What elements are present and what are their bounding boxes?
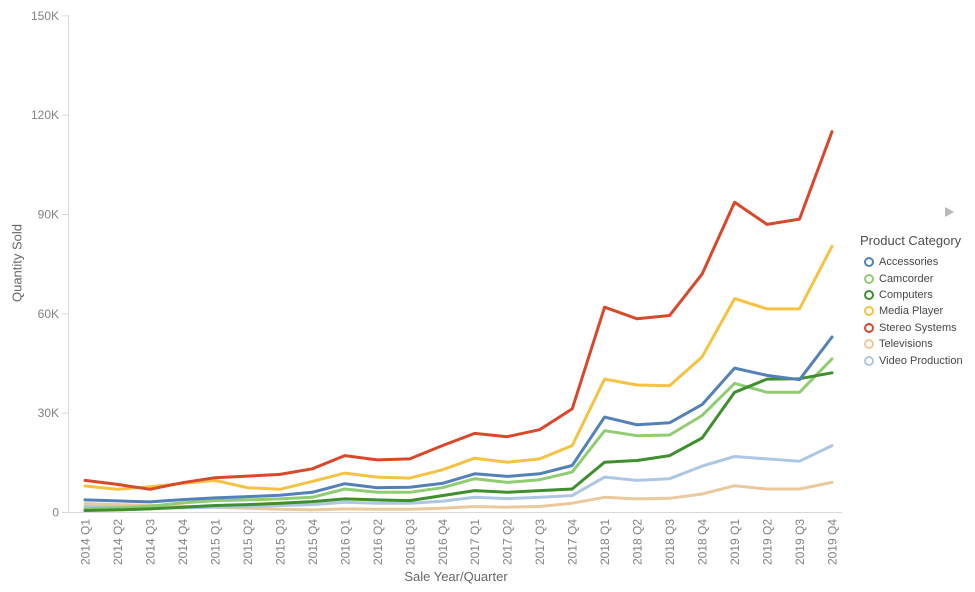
x-tick-label: 2016 Q2: [371, 519, 385, 565]
legend-swatch-circle-icon: [864, 273, 874, 284]
y-tick-label: 150K: [31, 9, 59, 23]
legend-item-accessories[interactable]: Accessories: [857, 254, 975, 270]
x-tick-label: 2014 Q1: [79, 519, 93, 565]
x-tick-label: 2014 Q3: [143, 519, 157, 565]
x-tick-label: 2015 Q1: [208, 519, 222, 565]
x-tick-label: 2017 Q3: [533, 519, 547, 565]
legend-item-stereo-systems[interactable]: Stereo Systems: [857, 320, 975, 336]
legend-swatch-circle-icon: [864, 257, 874, 268]
legend-swatch-circle-icon: [864, 289, 874, 300]
y-axis-title: Quantity Sold: [9, 223, 25, 303]
y-tick-label: 0: [52, 506, 59, 520]
legend-item-video-production[interactable]: Video Production: [857, 352, 975, 368]
x-tick-label: 2018 Q1: [598, 519, 612, 565]
series-line-video-production[interactable]: [83, 444, 834, 510]
legend-item-label: Video Production: [879, 354, 963, 367]
series-line-accessories[interactable]: [83, 335, 834, 504]
y-tick-label: 90K: [38, 208, 59, 222]
series-line-computers[interactable]: [83, 371, 834, 512]
x-tick-label: 2019 Q4: [825, 519, 839, 565]
x-tick-label: 2019 Q2: [761, 519, 775, 565]
x-tick-label: 2019 Q3: [793, 519, 807, 565]
x-tick-label: 2018 Q2: [631, 519, 645, 565]
legend-item-media-player[interactable]: Media Player: [857, 303, 975, 319]
legend-item-label: Camcorder: [879, 272, 934, 285]
legend-item-label: Computers: [879, 288, 933, 301]
legend-item-label: Televisions: [879, 338, 933, 351]
x-tick-label: 2015 Q2: [241, 519, 255, 565]
x-tick-label: 2015 Q3: [273, 519, 287, 565]
x-tick-label: 2015 Q4: [306, 519, 320, 565]
y-tick-label: 60K: [38, 307, 59, 321]
legend-item-label: Accessories: [879, 256, 939, 269]
legend: Product Category Accessories Camcorder Com…: [857, 233, 975, 369]
x-tick-label: 2016 Q1: [338, 519, 352, 565]
x-tick-label: 2017 Q2: [501, 519, 515, 565]
legend-swatch-circle-icon: [864, 355, 874, 366]
x-tick-label: 2014 Q2: [111, 519, 125, 565]
x-tick-label: 2016 Q3: [403, 519, 417, 565]
x-tick-label: 2017 Q4: [566, 519, 580, 565]
legend-swatch-circle-icon: [864, 306, 874, 317]
series-line-stereo-systems[interactable]: [83, 130, 834, 491]
legend-items: Accessories Camcorder Computers Media Playe…: [857, 254, 975, 369]
x-tick-label: 2019 Q1: [728, 519, 742, 565]
x-tick-label: 2016 Q4: [436, 519, 450, 565]
x-tick-label: 2018 Q3: [663, 519, 677, 565]
series-line-media-player[interactable]: [83, 244, 834, 491]
legend-item-label: Media Player: [879, 305, 944, 318]
legend-title: Product Category: [860, 233, 962, 248]
legend-item-televisions[interactable]: Televisions: [857, 336, 975, 352]
x-tick-label: 2017 Q1: [468, 519, 482, 565]
x-tick-label: 2018 Q4: [696, 519, 710, 565]
x-tick-label: 2014 Q4: [176, 519, 190, 565]
legend-item-computers[interactable]: Computers: [857, 287, 975, 303]
x-axis-title: Sale Year/Quarter: [404, 569, 508, 584]
y-tick-label: 120K: [31, 108, 59, 122]
legend-swatch-circle-icon: [864, 322, 874, 333]
series-line-camcorder[interactable]: [83, 357, 834, 511]
legend-item-camcorder[interactable]: Camcorder: [857, 270, 975, 286]
legend-swatch-circle-icon: [864, 339, 874, 350]
y-tick-label: 30K: [38, 406, 59, 420]
legend-expand-arrow-icon[interactable]: [945, 207, 954, 217]
legend-item-label: Stereo Systems: [879, 321, 957, 334]
